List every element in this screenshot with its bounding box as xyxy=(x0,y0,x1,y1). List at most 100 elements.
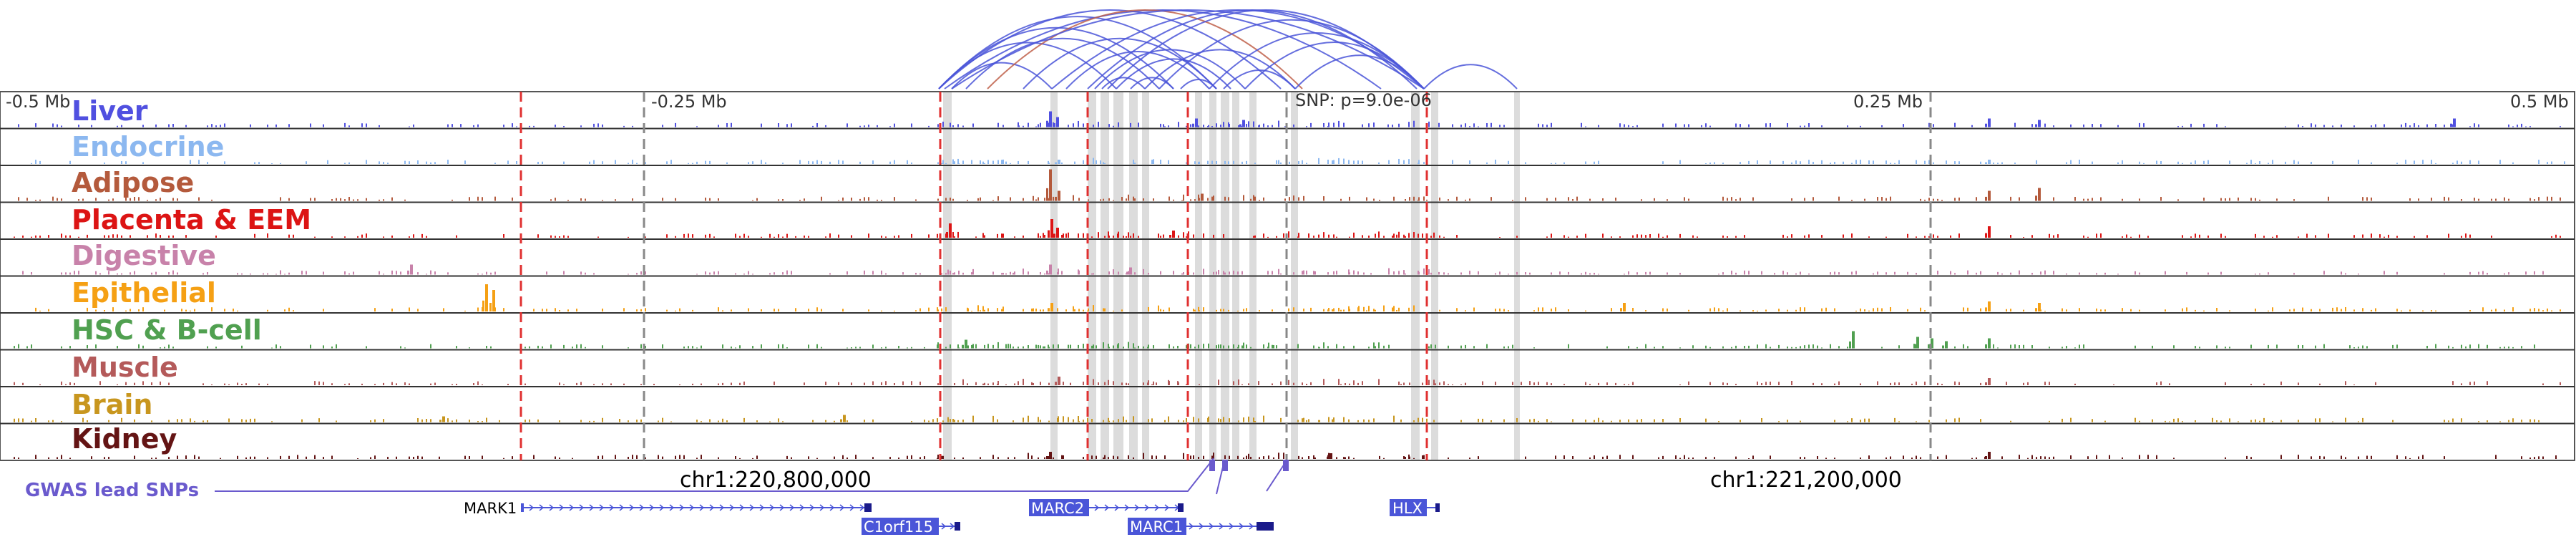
signal-peak xyxy=(1148,419,1149,422)
signal-peak xyxy=(407,270,409,275)
signal-peak xyxy=(1243,457,1244,459)
signal-peak xyxy=(1213,234,1214,238)
signal-peak xyxy=(1428,121,1430,127)
signal-peak xyxy=(977,305,979,311)
signal-peak xyxy=(992,160,994,164)
strand-arrow xyxy=(1114,504,1120,511)
signal-peak xyxy=(1333,308,1335,311)
signal-peak xyxy=(937,454,939,459)
signal-peak xyxy=(1163,309,1164,311)
signal-peak xyxy=(1988,190,1991,201)
signal-peak xyxy=(1243,195,1244,201)
signal-peak xyxy=(1413,120,1415,127)
strand-arrow xyxy=(849,504,855,511)
strand-arrow xyxy=(799,504,805,511)
signal-peak xyxy=(992,415,994,422)
signal-peak xyxy=(992,455,994,459)
signal-peak xyxy=(1343,122,1345,127)
strand-arrow xyxy=(1229,523,1234,530)
signal-peak xyxy=(1398,158,1400,164)
gene-model-marc2[interactable]: MARC2 xyxy=(1029,499,1184,517)
signal-peak xyxy=(1423,455,1425,459)
signal-peak xyxy=(982,306,984,311)
signal-peak xyxy=(1143,453,1144,459)
signal-peak xyxy=(1398,307,1400,311)
gene-model-hlx[interactable]: HLX xyxy=(1390,499,1440,517)
signal-peak xyxy=(1985,233,1987,238)
chromatin-loop-arc xyxy=(1023,37,1217,90)
signal-peak xyxy=(1263,344,1264,349)
signal-peak xyxy=(952,125,954,127)
signal-peak xyxy=(952,159,954,164)
signal-peak xyxy=(1988,452,1991,459)
signal-peak xyxy=(1368,306,1370,311)
signal-peak xyxy=(1373,418,1375,422)
signal-peak xyxy=(1308,419,1309,422)
signal-peak xyxy=(1033,308,1034,311)
signal-peak xyxy=(1058,122,1059,127)
signal-peak xyxy=(1303,195,1304,201)
signal-peak xyxy=(1363,306,1365,311)
gene-model-marc1[interactable]: MARC1 xyxy=(1128,518,1274,536)
signal-peak xyxy=(1046,120,1048,127)
signal-peak xyxy=(937,124,939,127)
signal-peak xyxy=(1093,305,1094,311)
signal-peak xyxy=(1303,270,1304,275)
strand-arrow xyxy=(1134,504,1140,511)
signal-peak xyxy=(1228,122,1229,127)
signal-peak xyxy=(942,160,944,164)
signal-peak xyxy=(1388,268,1390,275)
signal-peak xyxy=(1288,379,1289,385)
signal-peak xyxy=(1403,234,1405,238)
signal-peak xyxy=(1328,308,1330,311)
signal-peak xyxy=(1048,230,1050,238)
signal-peak xyxy=(1423,196,1425,201)
signal-peak xyxy=(1018,160,1019,164)
strand-arrow xyxy=(599,504,605,511)
signal-peak xyxy=(1368,347,1370,349)
signal-peak xyxy=(1378,342,1380,349)
signal-peak xyxy=(1103,308,1104,311)
signal-peak xyxy=(1403,456,1405,459)
signal-peak xyxy=(1223,271,1224,275)
signal-peak xyxy=(949,223,952,238)
signal-peak xyxy=(1068,417,1069,422)
gwas-connector-line xyxy=(1266,463,1285,492)
signal-peak xyxy=(1338,307,1340,311)
signal-peak xyxy=(1328,453,1330,459)
signal-peak xyxy=(442,416,445,422)
signal-peak xyxy=(1055,382,1057,385)
signal-peak xyxy=(1078,120,1079,127)
signal-peak xyxy=(1313,236,1314,238)
signal-peak xyxy=(1050,303,1053,311)
gene-model-mark1[interactable] xyxy=(521,503,872,512)
signal-peak xyxy=(1353,232,1355,238)
signal-peak xyxy=(1098,232,1099,238)
signal-peak xyxy=(1198,418,1199,422)
signal-peak xyxy=(1328,122,1330,127)
signal-peak xyxy=(1318,158,1319,164)
signal-peak xyxy=(1053,346,1054,349)
signal-peak xyxy=(972,415,974,422)
strand-arrow xyxy=(809,504,815,511)
chromatin-loops xyxy=(938,9,1518,90)
gene-model-c1orf115[interactable]: C1orf115 xyxy=(862,518,960,536)
signal-peak xyxy=(1443,272,1445,275)
signal-peak xyxy=(1223,417,1224,422)
signal-peak xyxy=(1118,271,1119,275)
signal-peak xyxy=(1323,232,1324,238)
signal-peak xyxy=(1373,198,1375,201)
signal-peak xyxy=(2035,195,2037,201)
signal-peak xyxy=(982,233,984,238)
signal-peak xyxy=(1988,378,1991,385)
signal-peak xyxy=(1253,121,1254,127)
signal-peak xyxy=(1088,199,1089,201)
signal-peak xyxy=(2038,120,2041,127)
signal-peak xyxy=(1002,233,1004,238)
signal-peak xyxy=(1283,453,1284,459)
signal-peak xyxy=(1123,347,1124,349)
signal-noise xyxy=(14,344,2535,349)
signal-peak xyxy=(1233,160,1234,164)
signal-peak xyxy=(1985,382,1987,385)
